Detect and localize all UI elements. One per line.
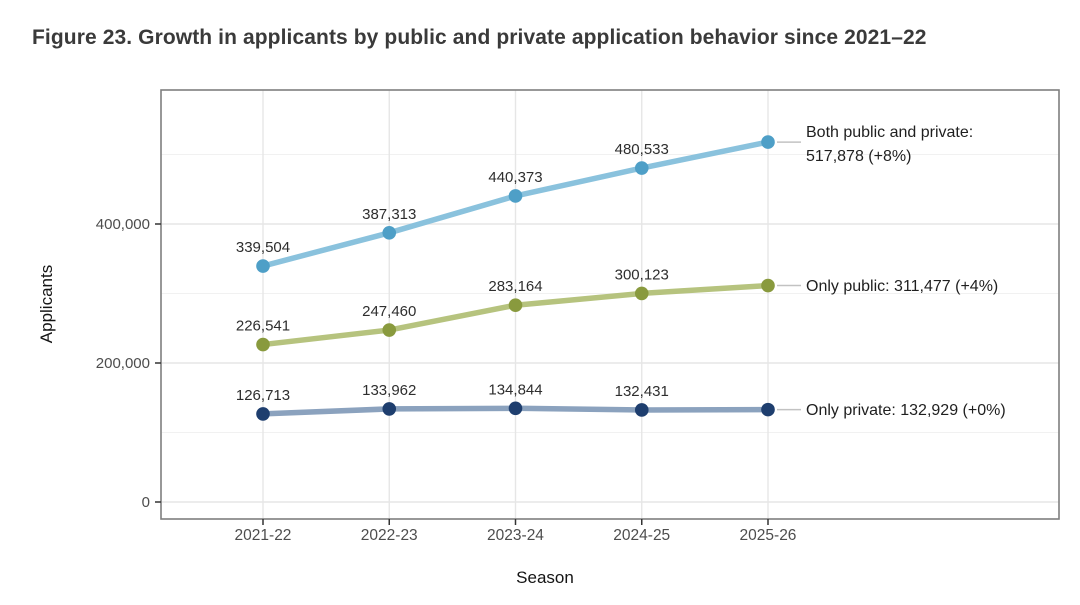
data-point-only-public [382,323,397,337]
data-point-both-public-and-private [634,161,649,175]
data-label-both-public-and-private: 339,504 [236,239,290,256]
data-label-only-public: 247,460 [362,303,416,320]
x-tick-label: 2021-22 [235,527,292,544]
data-point-only-public [508,298,523,313]
plot-panel [161,90,1059,519]
data-point-only-private [634,403,649,417]
data-label-both-public-and-private: 480,533 [615,141,669,158]
data-point-both-public-and-private [256,259,270,273]
data-label-only-public: 300,123 [615,266,669,283]
data-point-only-private [761,402,775,417]
data-point-only-private [382,402,397,416]
x-tick-label: 2022-23 [361,527,418,544]
data-label-only-private: 132,431 [615,383,669,400]
data-point-only-public [256,337,270,352]
x-axis-title: Season [516,568,574,587]
data-point-only-private [508,401,523,416]
data-label-only-public: 283,164 [488,278,542,295]
y-axis-title: Applicants [37,265,56,343]
data-label-only-private: 134,844 [488,381,542,398]
panel-border [160,89,1060,520]
x-tick-label: 2024-25 [613,527,670,544]
data-point-only-private [256,407,270,421]
series-annotation-both-public-and-private: Both public and private: [806,124,973,141]
data-label-only-private: 133,962 [362,382,416,399]
y-tick-label: 200,000 [96,355,150,372]
series-annotation-only-public: Only public: 311,477 (+4%) [806,278,998,295]
data-label-both-public-and-private: 387,313 [362,206,416,223]
data-label-both-public-and-private: 440,373 [488,169,542,186]
data-point-both-public-and-private [508,189,523,203]
series-annotation-only-private: Only private: 132,929 (+0%) [806,402,1006,419]
y-tick-label: 400,000 [96,216,150,233]
figure-title: Figure 23. Growth in applicants by publi… [32,26,927,49]
series-annotation-both-public-and-private: 517,878 (+8%) [806,148,911,165]
data-label-only-private: 126,713 [236,387,290,404]
data-point-only-public [761,278,775,293]
x-tick-label: 2025-26 [740,527,797,544]
data-label-only-public: 226,541 [236,318,290,335]
data-point-only-public [634,286,649,301]
data-point-both-public-and-private [382,226,397,240]
y-tick-label: 0 [142,494,150,511]
data-point-both-public-and-private [761,135,775,149]
x-tick-label: 2023-24 [487,527,544,544]
